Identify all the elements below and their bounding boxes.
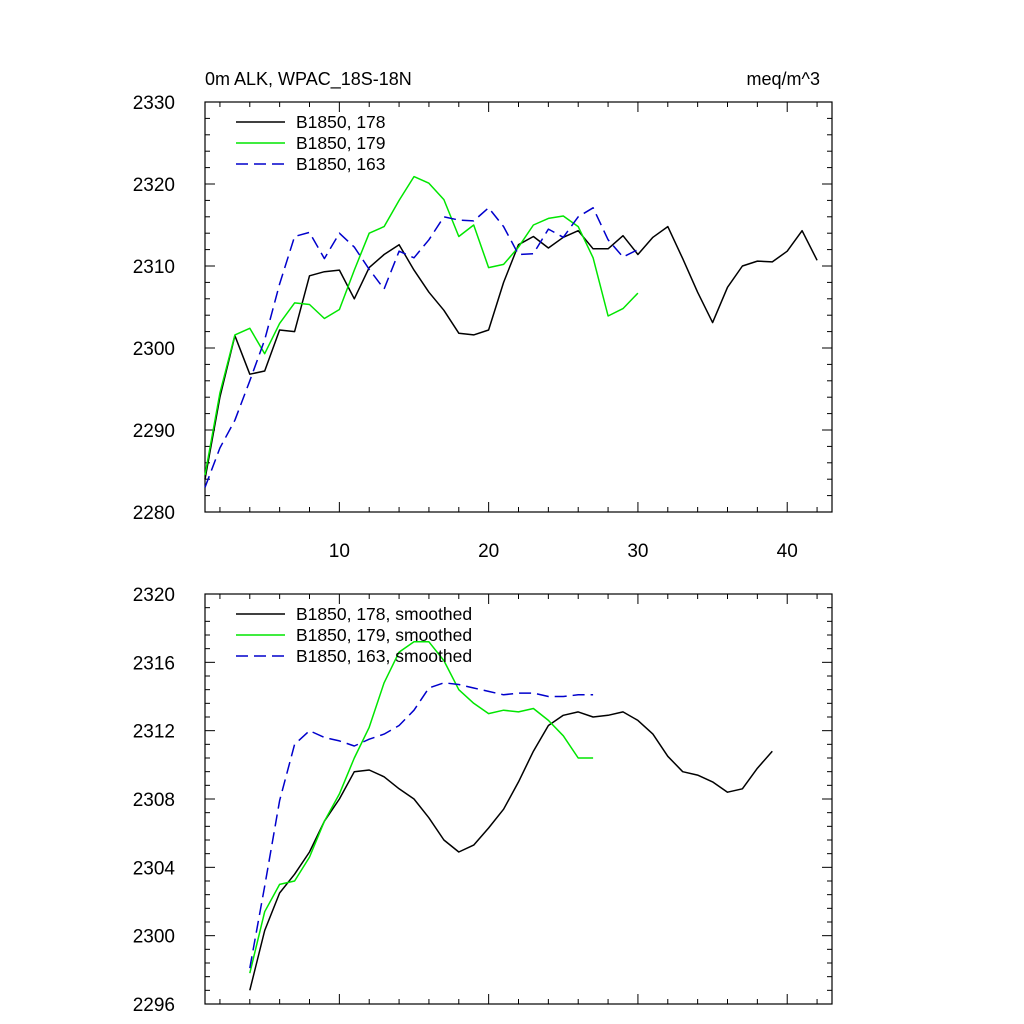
top-x-tick-label: 10 <box>329 541 350 562</box>
bottom-chart-panel: 2296 2300 2304 2308 2312 2316 2320 B1850, 178, … <box>133 585 833 1016</box>
bottom-y-tick-label: 2308 <box>133 790 175 811</box>
bottom-legend-label-2: B1850, 179, smoothed <box>296 625 472 645</box>
bottom-series-line-2 <box>249 641 594 974</box>
bottom-y-tick-label: 2296 <box>133 995 175 1016</box>
top-series-line-2 <box>204 175 639 476</box>
top-chart-units: meq/m^3 <box>747 69 820 89</box>
bottom-y-tick-label: 2316 <box>133 653 175 674</box>
bottom-y-tick-label: 2320 <box>133 585 175 606</box>
top-y-tick-label: 2290 <box>133 421 175 442</box>
bottom-legend-label-3: B1850, 163, smoothed <box>296 646 472 666</box>
top-legend-label-2: B1850, 179 <box>296 133 386 153</box>
top-chart-panel: 0m ALK, WPAC_18S-18N meq/m^3 2280 2290 230… <box>133 69 833 562</box>
top-y-tick-label: 2280 <box>133 503 175 524</box>
top-legend-label-3: B1850, 163 <box>296 154 386 174</box>
bottom-series-line-1 <box>249 711 773 991</box>
bottom-series-line-3 <box>249 682 594 969</box>
top-x-tick-label: 20 <box>478 541 499 562</box>
top-x-tick-label: 40 <box>777 541 798 562</box>
top-y-tick-label: 2330 <box>133 93 175 114</box>
top-y-tick-label: 2320 <box>133 175 175 196</box>
bottom-y-tick-label: 2304 <box>133 858 176 879</box>
bottom-y-tick-label: 2300 <box>133 927 175 948</box>
top-series-line-3 <box>204 207 639 488</box>
bottom-legend-label-1: B1850, 178, smoothed <box>296 604 472 624</box>
top-legend-label-1: B1850, 178 <box>296 112 386 132</box>
top-chart-title: 0m ALK, WPAC_18S-18N <box>205 69 412 90</box>
top-x-tick-label: 30 <box>627 541 648 562</box>
top-y-tick-label: 2300 <box>133 339 175 360</box>
top-y-tick-label: 2310 <box>133 257 175 278</box>
top-series-line-1 <box>204 225 818 480</box>
bottom-y-tick-label: 2312 <box>133 722 175 743</box>
